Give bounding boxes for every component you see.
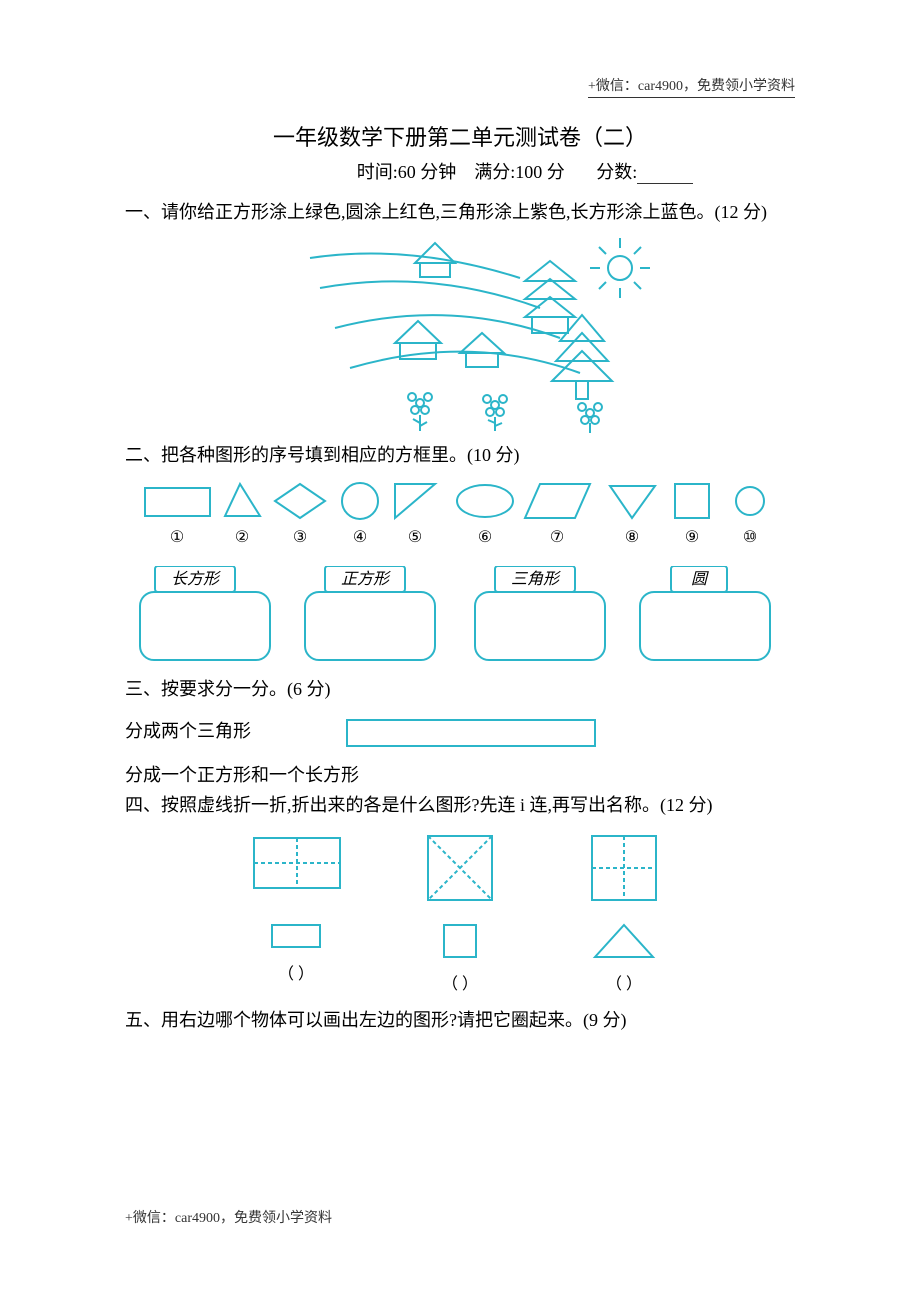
page-title: 一年级数学下册第二单元测试卷（二） xyxy=(125,120,795,152)
q4-result-3: （ ） xyxy=(544,921,704,994)
svg-text:⑨: ⑨ xyxy=(685,529,699,546)
score-blank xyxy=(637,183,693,184)
q4-label-2: （ ） xyxy=(380,970,540,994)
svg-text:⑩: ⑩ xyxy=(743,529,757,546)
question-1-scene xyxy=(250,233,670,433)
question-5-text: 五、用右边哪个物体可以画出左边的图形?请把它圈起来。(9 分) xyxy=(125,1006,795,1035)
question-4-text: 四、按照虚线折一折,折出来的各是什么图形?先连 i 连,再写出名称。(12 分) xyxy=(125,791,795,820)
header-wechat: +微信：car4900，免费领小学资料 xyxy=(588,75,795,98)
svg-text:正方形: 正方形 xyxy=(341,570,391,588)
q3-line1-row: 分成两个三角形 xyxy=(125,717,795,747)
time-label: 时间:60 分钟 xyxy=(357,162,457,182)
q3-line1: 分成两个三角形 xyxy=(125,721,251,741)
score-label: 分数: xyxy=(596,162,637,182)
q3-rectangle xyxy=(346,719,596,747)
question-2-shapes: ① ② ③ ④ ⑤ ⑥ ⑦ ⑧ ⑨ ⑩ xyxy=(125,476,795,551)
svg-text:⑤: ⑤ xyxy=(408,529,422,546)
question-2-boxes: 长方形 正方形 三角形 圆 xyxy=(125,566,795,666)
full-score-label: 满分:100 分 xyxy=(474,162,565,182)
subtitle: 时间:60 分钟 满分:100 分 分数: xyxy=(125,158,795,184)
q3-line2: 分成一个正方形和一个长方形 xyxy=(125,761,795,787)
svg-text:圆: 圆 xyxy=(691,571,709,588)
question-3-text: 三、按要求分一分。(6 分) xyxy=(125,675,795,704)
svg-text:②: ② xyxy=(235,529,249,546)
q4-result-1: （ ） xyxy=(216,921,376,984)
question-1-text: 一、请你给正方形涂上绿色,圆涂上红色,三角形涂上紫色,长方形涂上蓝色。(12 分… xyxy=(125,198,795,227)
svg-text:④: ④ xyxy=(353,529,367,546)
q4-bottom-shapes: （ ） （ ） （ ） xyxy=(125,921,795,994)
q4-label-3: （ ） xyxy=(544,970,704,994)
svg-text:⑧: ⑧ xyxy=(625,529,639,546)
svg-text:⑦: ⑦ xyxy=(550,529,564,546)
q4-label-1: （ ） xyxy=(216,960,376,984)
svg-text:①: ① xyxy=(170,529,184,546)
svg-text:⑥: ⑥ xyxy=(478,529,492,546)
footer-wechat: +微信：car4900，免费领小学资料 xyxy=(125,1207,332,1227)
q4-shape-1 xyxy=(216,832,376,901)
q4-top-shapes xyxy=(125,832,795,909)
svg-text:三角形: 三角形 xyxy=(511,570,561,588)
q4-shape-2 xyxy=(380,832,540,909)
svg-text:③: ③ xyxy=(293,529,307,546)
q4-result-2: （ ） xyxy=(380,921,540,994)
svg-text:长方形: 长方形 xyxy=(171,570,221,588)
question-2-text: 二、把各种图形的序号填到相应的方框里。(10 分) xyxy=(125,441,795,470)
q4-shape-3 xyxy=(544,832,704,909)
